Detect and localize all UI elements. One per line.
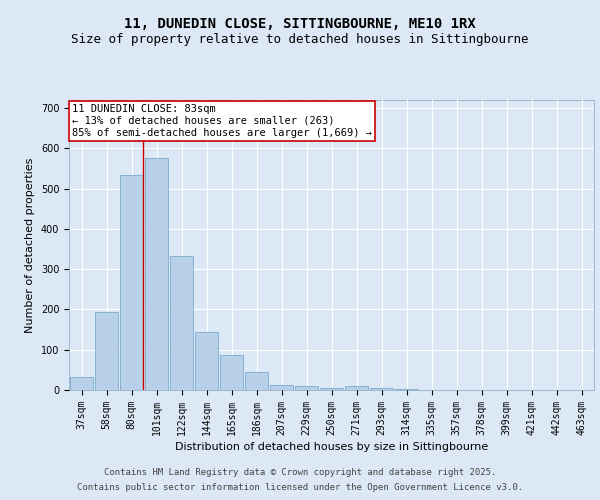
- Text: Contains public sector information licensed under the Open Government Licence v3: Contains public sector information licen…: [77, 483, 523, 492]
- Bar: [245, 372, 268, 390]
- Bar: [295, 386, 319, 390]
- Text: Size of property relative to detached houses in Sittingbourne: Size of property relative to detached ho…: [71, 32, 529, 46]
- Bar: [320, 388, 343, 390]
- Bar: [370, 388, 394, 390]
- Bar: [344, 386, 368, 390]
- Y-axis label: Number of detached properties: Number of detached properties: [25, 158, 35, 332]
- Bar: [194, 332, 218, 390]
- Text: 11, DUNEDIN CLOSE, SITTINGBOURNE, ME10 1RX: 11, DUNEDIN CLOSE, SITTINGBOURNE, ME10 1…: [124, 18, 476, 32]
- Bar: [119, 174, 143, 390]
- Bar: [395, 389, 418, 390]
- Bar: [269, 385, 293, 390]
- Bar: [220, 354, 244, 390]
- Text: Contains HM Land Registry data © Crown copyright and database right 2025.: Contains HM Land Registry data © Crown c…: [104, 468, 496, 477]
- Bar: [170, 256, 193, 390]
- Bar: [145, 158, 169, 390]
- Bar: [70, 376, 94, 390]
- Text: 11 DUNEDIN CLOSE: 83sqm
← 13% of detached houses are smaller (263)
85% of semi-d: 11 DUNEDIN CLOSE: 83sqm ← 13% of detache…: [71, 104, 371, 138]
- X-axis label: Distribution of detached houses by size in Sittingbourne: Distribution of detached houses by size …: [175, 442, 488, 452]
- Bar: [95, 312, 118, 390]
